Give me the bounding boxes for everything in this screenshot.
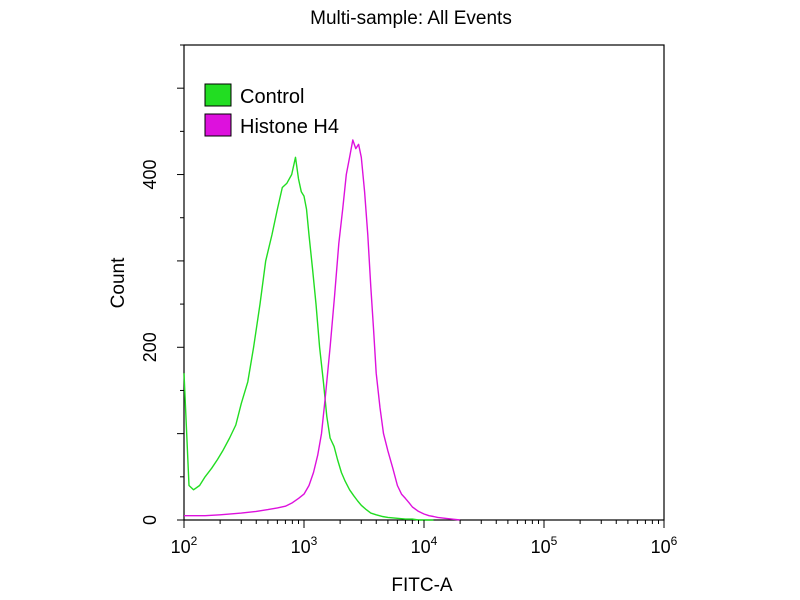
legend-label-1: Control [240, 86, 304, 108]
series-line-2 [184, 139, 461, 521]
x-axis-label: FITC-A [391, 575, 453, 596]
y-tick-label: 200 [140, 332, 160, 362]
x-tick-label: 102 [171, 534, 198, 557]
series-line-1 [183, 156, 434, 521]
chart-title: Multi-sample: All Events [310, 8, 512, 29]
y-axis: 0 200 400 [140, 44, 184, 525]
legend-label-2: Histone H4 [240, 116, 339, 138]
x-tick-label: 105 [531, 534, 558, 557]
y-tick-label: 0 [140, 515, 160, 525]
legend-swatch-1 [204, 83, 232, 107]
series-layer [183, 139, 461, 521]
legend-swatch-2 [204, 113, 232, 137]
x-tick-label: 106 [651, 534, 678, 557]
x-tick-label: 104 [411, 534, 438, 557]
x-tick-label: 103 [291, 534, 318, 557]
legend: Control Histone H4 [204, 83, 339, 138]
y-axis-label: Count [108, 257, 129, 308]
y-tick-label: 400 [140, 160, 160, 190]
x-axis: 102 103 104 105 106 [171, 520, 678, 557]
